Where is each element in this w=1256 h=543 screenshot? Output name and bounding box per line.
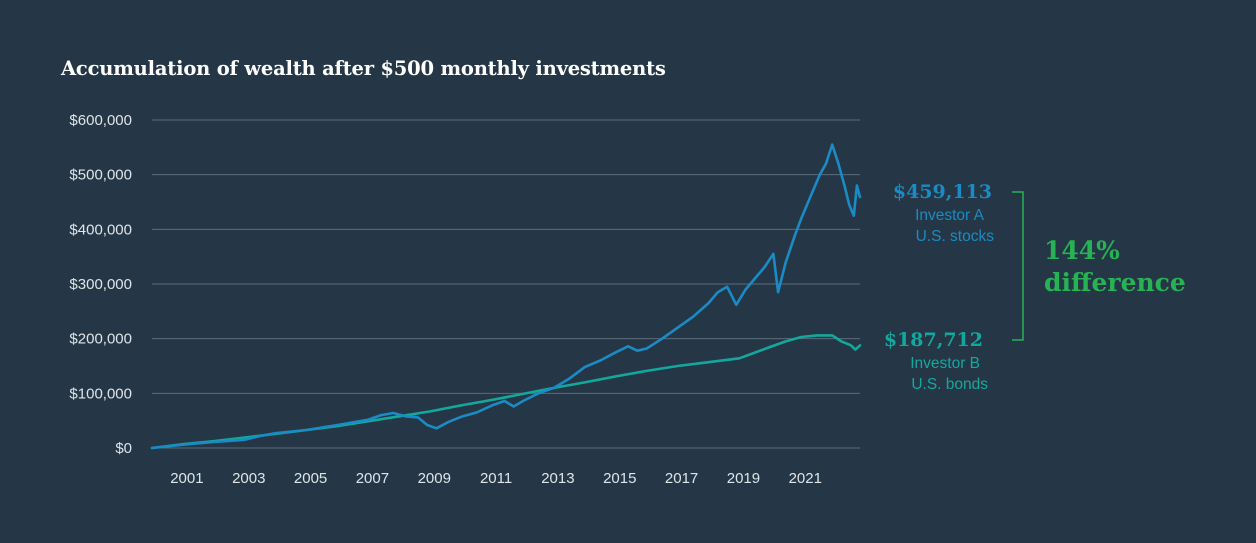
series-line-investor-a <box>150 143 862 450</box>
series-b-label-line1: Investor B <box>910 355 980 372</box>
y-tick-label: $400,000 <box>69 221 132 238</box>
difference-word: difference <box>1044 268 1186 297</box>
series-b-final-value: $187,712 <box>884 329 983 351</box>
series-line-investor-b <box>150 334 862 450</box>
x-axis-ticks: 2001 2003 2005 2007 2009 2011 2013 2015 2017 2019… <box>170 470 822 487</box>
x-tick-label: 2013 <box>541 470 574 487</box>
x-tick-label: 2007 <box>356 470 389 487</box>
chart-title: Accumulation of wealth after $500 monthl… <box>61 57 666 80</box>
x-tick-label: 2011 <box>480 470 512 487</box>
x-tick-label: 2001 <box>170 470 203 487</box>
difference-bracket <box>1012 191 1024 341</box>
y-tick-label: $100,000 <box>69 385 132 402</box>
y-axis-ticks: $0 $100,000 $200,000 $300,000 $400,000 $500,0… <box>69 112 132 457</box>
y-tick-label: $300,000 <box>69 276 132 293</box>
y-tick-label: $0 <box>115 440 132 457</box>
x-tick-label: 2003 <box>232 470 265 487</box>
y-tick-label: $500,000 <box>69 167 132 184</box>
x-tick-label: 2021 <box>789 470 822 487</box>
difference-percent: 144% <box>1044 236 1120 265</box>
series-a-label-line1: Investor A <box>915 207 985 224</box>
y-tick-label: $200,000 <box>69 331 132 348</box>
series-b-label-line2: U.S. bonds <box>911 376 988 393</box>
x-tick-label: 2005 <box>294 470 327 487</box>
series-a-label-line2: U.S. stocks <box>916 228 995 245</box>
x-tick-label: 2009 <box>418 470 451 487</box>
series-lines <box>150 143 862 450</box>
x-tick-label: 2015 <box>603 470 636 487</box>
x-tick-label: 2019 <box>727 470 760 487</box>
y-tick-label: $600,000 <box>69 112 132 129</box>
series-a-final-value: $459,113 <box>893 181 992 203</box>
gridlines <box>152 119 860 449</box>
x-tick-label: 2017 <box>665 470 698 487</box>
